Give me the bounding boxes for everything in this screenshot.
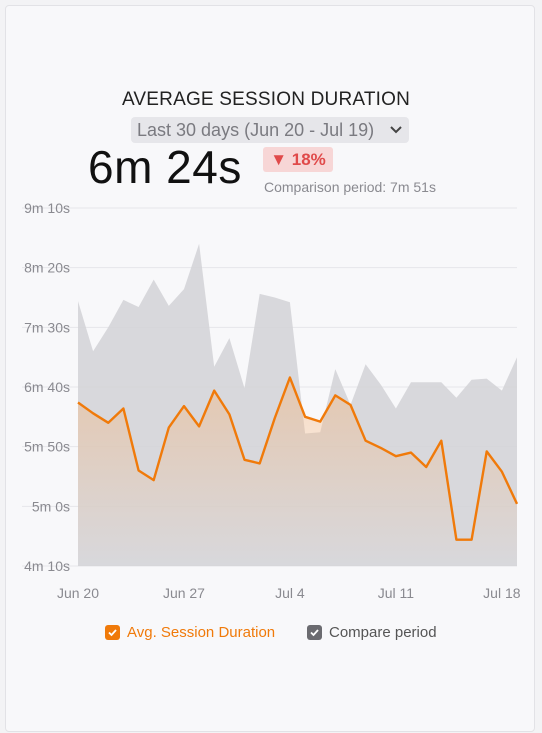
check-icon[interactable] <box>105 624 120 640</box>
chart-title: AVERAGE SESSION DURATION <box>121 89 411 110</box>
metric-value: 6m 24s <box>88 141 242 193</box>
date-range-dropdown[interactable]: Last 30 days (Jun 20 - Jul 19) <box>131 117 409 143</box>
comparison-text: Comparison period: 7m 51s <box>264 179 436 195</box>
x-tick-label: Jul 11 <box>378 585 415 601</box>
legend-item-primary[interactable]: Avg. Session Duration <box>105 621 275 643</box>
legend-label-compare: Compare period <box>329 623 437 641</box>
legend-label-primary: Avg. Session Duration <box>127 623 276 641</box>
y-tick-label: 6m 40s <box>24 379 70 395</box>
line-chart: 4m 10s 5m 0s 5m 50s 6m 40s 7m 30s 8m 20s 9m 10… <box>22 200 521 601</box>
change-badge: ▼ 18% <box>263 147 333 172</box>
y-tick-label: 7m 30s <box>24 319 70 335</box>
x-tick-label: Jul 18 <box>483 585 521 601</box>
check-icon[interactable] <box>307 624 322 640</box>
primary-series-line <box>77 376 519 541</box>
legend-item-compare[interactable]: Compare period <box>307 621 437 643</box>
date-range-label: Last 30 days (Jun 20 - Jul 19) <box>137 120 375 140</box>
y-tick-label: 5m 0s <box>32 498 70 514</box>
y-tick-label: 8m 20s <box>24 260 70 276</box>
y-tick-label: 5m 50s <box>24 439 70 455</box>
chart-legend: Avg. Session Duration Compare period <box>0 621 542 643</box>
primary-series-area <box>78 377 517 566</box>
y-tick-label: 4m 10s <box>24 558 70 574</box>
x-tick-label: Jun 27 <box>163 585 205 601</box>
y-tick-label: 9m 10s <box>24 200 70 216</box>
chevron-down-icon <box>390 126 402 134</box>
x-tick-label: Jul 4 <box>275 585 305 601</box>
x-tick-label: Jun 20 <box>57 585 99 601</box>
